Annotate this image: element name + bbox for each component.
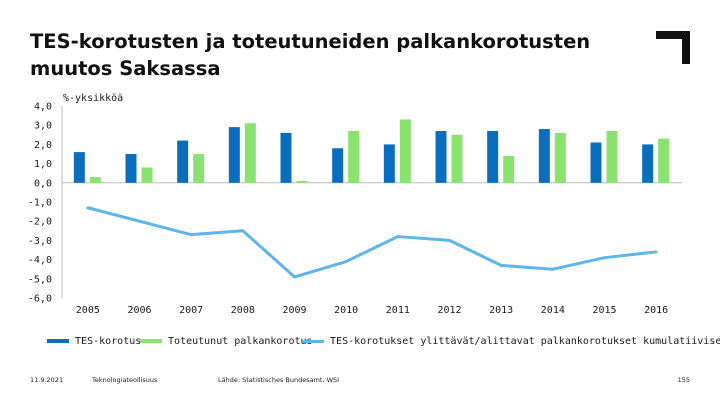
footer-date: 11.9.2021	[30, 376, 64, 384]
line-point	[551, 267, 555, 271]
bar-tes-korotus	[487, 130, 499, 183]
y-tick-label: 2,0	[34, 140, 52, 151]
line-point	[448, 239, 451, 242]
line-point	[189, 233, 193, 237]
footer-page-number: 155	[677, 376, 690, 384]
bar-tes-korotus	[125, 154, 137, 183]
bar-toteutunut	[244, 123, 256, 183]
y-tick-label: -1,0	[28, 198, 52, 209]
y-tick-label: -3,0	[28, 236, 52, 247]
brand-logo-icon	[656, 31, 690, 64]
bar-tes-korotus	[332, 148, 344, 183]
legend-label-tes: TES-korotus	[75, 336, 142, 347]
line-point	[396, 235, 400, 238]
line-point	[603, 256, 606, 260]
bar-toteutunut	[658, 138, 670, 183]
x-tick-label: 2005	[76, 305, 100, 316]
x-tick-label: 2013	[489, 305, 513, 316]
legend-label-actual: Toteutunut palkankorotus	[168, 336, 313, 347]
x-tick-label: 2007	[179, 305, 203, 316]
line-point	[241, 229, 245, 233]
x-tick-label: 2015	[592, 305, 616, 316]
y-tick-label: 1,0	[34, 159, 52, 170]
bar-tes-korotus	[435, 130, 447, 183]
series-line-cumulative	[87, 206, 657, 279]
bar-tes-korotus	[590, 142, 602, 183]
legend-item-cumulative: TES-korotukset ylittävät/alittavat palka…	[302, 336, 720, 347]
y-tick-label: 0,0	[34, 178, 52, 189]
bar-toteutunut	[193, 154, 205, 183]
line-point	[499, 263, 503, 267]
y-tick-label: 3,0	[34, 121, 52, 132]
legend-swatch-actual	[140, 339, 162, 343]
x-tick-label: 2008	[231, 305, 255, 316]
y-axis-label: %-yksikköä	[63, 93, 123, 104]
legend-item-tes: TES-korotus	[47, 336, 141, 347]
bar-toteutunut	[451, 134, 463, 183]
bar-toteutunut	[89, 177, 101, 183]
slide-title: TES-korotusten ja toteutuneiden palkanko…	[30, 30, 591, 80]
footer-organization: Teknologiateollisuus	[92, 376, 158, 384]
legend-label-cumulative: TES-korotukset ylittävät/alittavat palka…	[330, 336, 720, 347]
bar-toteutunut	[554, 132, 566, 183]
legend-swatch-cumulative	[302, 339, 324, 343]
legend-swatch-tes	[47, 339, 69, 343]
line-point	[654, 250, 658, 254]
bar-tes-korotus	[383, 144, 395, 183]
footer-source: Lähde: Statistisches Bundesamt, WSI	[218, 376, 340, 384]
x-tick-label: 2016	[644, 305, 668, 316]
bar-toteutunut	[503, 155, 515, 183]
y-tick-label: -2,0	[28, 217, 52, 228]
x-tick-label: 2011	[386, 305, 410, 316]
x-tick-label: 2006	[127, 305, 151, 316]
bar-toteutunut	[606, 130, 618, 183]
bar-tes-korotus	[538, 129, 550, 183]
bar-toteutunut	[348, 130, 360, 183]
line-point	[344, 260, 348, 263]
legend-item-actual: Toteutunut palkankorotus	[140, 336, 313, 347]
bar-toteutunut	[296, 180, 308, 183]
y-tick-label: -4,0	[28, 255, 52, 266]
bar-tes-korotus	[177, 140, 189, 183]
y-tick-label: -6,0	[28, 294, 52, 305]
bar-tes-korotus	[73, 152, 85, 183]
bar-tes-korotus	[642, 144, 654, 183]
line-point	[86, 206, 90, 210]
y-tick-label: 4,0	[34, 102, 52, 113]
bar-tes-korotus	[280, 132, 292, 183]
bar-toteutunut	[399, 119, 411, 183]
x-tick-label: 2012	[437, 305, 461, 316]
bar-tes-korotus	[228, 127, 240, 183]
x-tick-label: 2009	[282, 305, 306, 316]
line-point	[138, 219, 141, 223]
line-point	[293, 275, 296, 279]
bar-toteutunut	[141, 167, 153, 183]
x-tick-label: 2014	[541, 305, 565, 316]
y-tick-label: -5,0	[28, 274, 52, 285]
x-tick-label: 2010	[334, 305, 358, 316]
